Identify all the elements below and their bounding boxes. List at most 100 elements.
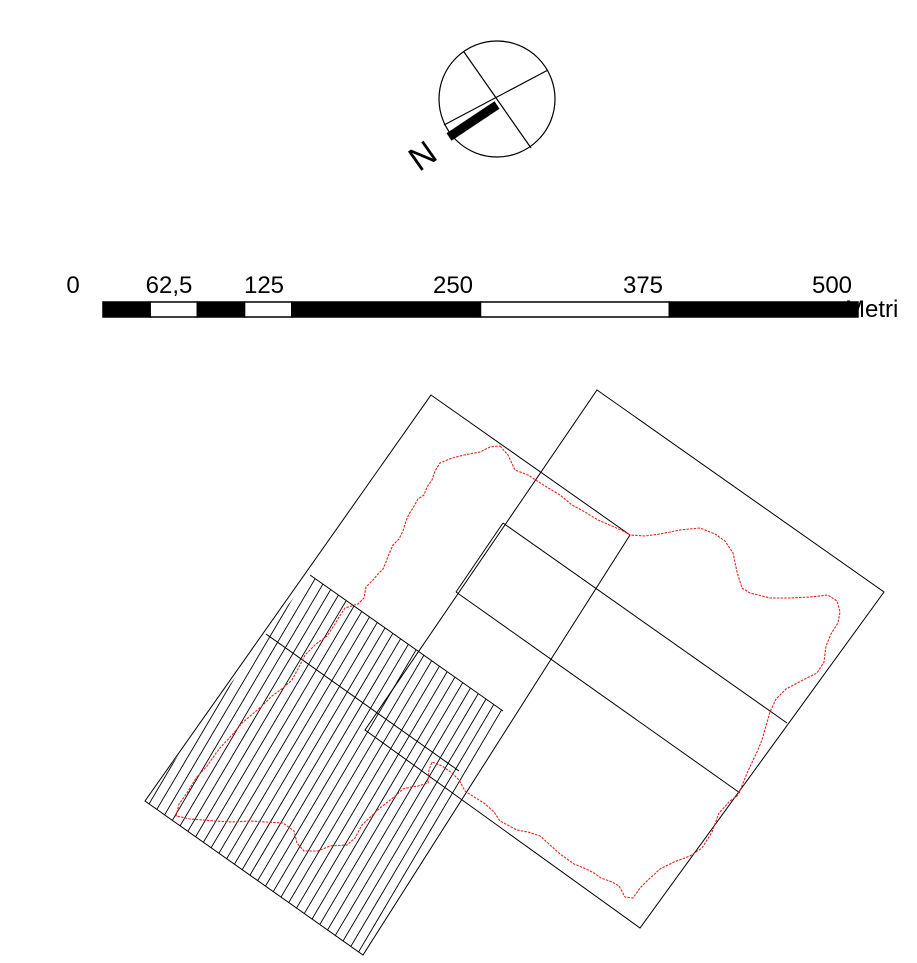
frame-right xyxy=(364,389,885,929)
hatch-line xyxy=(473,575,503,955)
hatch-line xyxy=(749,540,917,963)
hatch-line xyxy=(145,575,317,955)
scale-bar-segment xyxy=(291,301,482,318)
hatch-line xyxy=(242,575,503,955)
scale-bar-segment xyxy=(196,301,246,318)
scale-unit-label: Metri xyxy=(845,296,898,323)
hatch-line xyxy=(145,575,295,955)
hatch-line xyxy=(145,575,185,955)
scale-tick-label: 250 xyxy=(433,272,473,299)
hatch-line xyxy=(145,575,372,955)
hatch-line xyxy=(145,575,174,955)
hatch-line xyxy=(0,540,118,963)
hatch-line xyxy=(639,540,899,963)
hatch-line xyxy=(451,575,503,955)
grid-line xyxy=(265,633,460,772)
north-letter: N xyxy=(402,134,444,179)
hatch-line xyxy=(253,575,503,955)
hatch-line xyxy=(716,540,917,963)
hatch-line xyxy=(145,575,196,955)
hatch-line xyxy=(0,540,41,963)
hatch-line xyxy=(145,575,218,955)
scale-bar-segment xyxy=(479,301,670,318)
scale-bar-segment xyxy=(243,301,293,318)
hatch-line xyxy=(363,575,503,955)
hatch-line xyxy=(297,575,503,955)
hatch-line xyxy=(661,540,917,963)
hatch-line xyxy=(0,540,74,963)
scale-bar-segment xyxy=(149,301,199,318)
hatch-line xyxy=(145,575,229,955)
hatch-line xyxy=(374,575,503,955)
hatch-line xyxy=(705,540,917,963)
scale-tick-label: 62,5 xyxy=(146,272,193,299)
hatch-line xyxy=(319,575,503,955)
hatch-line xyxy=(385,575,503,955)
scale-bar-segments xyxy=(102,301,859,318)
parcel-boundary xyxy=(175,445,841,899)
scale-bar-segment xyxy=(102,301,151,318)
hatch-line xyxy=(145,575,339,955)
hatch-line xyxy=(429,575,503,955)
hatch-line xyxy=(738,540,917,963)
hatch-line xyxy=(187,575,449,955)
hatch-line xyxy=(145,575,350,955)
hatch-line xyxy=(507,540,767,963)
hatch-line xyxy=(145,575,273,955)
hatch-line xyxy=(495,575,503,955)
scale-tick-label: 125 xyxy=(244,272,284,299)
hatch-line xyxy=(683,540,917,963)
hatch-line xyxy=(145,575,405,955)
hatch-line xyxy=(0,540,52,963)
hatch-line xyxy=(145,575,394,955)
hatch-line xyxy=(628,540,888,963)
compass-line-b xyxy=(443,69,549,126)
hatch-line xyxy=(231,575,493,955)
hatched-parcel xyxy=(0,540,917,963)
hatch-line xyxy=(286,575,503,955)
hatch-line xyxy=(418,575,503,955)
hatch-line xyxy=(145,575,262,955)
hatch-line xyxy=(694,540,917,963)
scale-tick-label: 0 xyxy=(66,272,79,299)
hatch-line xyxy=(308,575,503,955)
hatch-line xyxy=(529,540,789,963)
frame-left xyxy=(144,394,631,956)
compass-line-a xyxy=(463,51,532,149)
hatch-line xyxy=(0,540,96,963)
hatch-line xyxy=(462,575,503,955)
north-arrow: N xyxy=(402,40,556,179)
hatch-line xyxy=(727,540,917,963)
hatch-line xyxy=(0,540,129,963)
hatch-line xyxy=(0,540,63,963)
hatch-line xyxy=(145,575,383,955)
hatch-line xyxy=(484,575,503,955)
scale-bar: 0 62,5 125 250 375 500 Metri xyxy=(66,272,898,323)
scale-tick-label: 375 xyxy=(623,272,663,299)
hatch-line xyxy=(0,540,107,963)
hatch-line xyxy=(145,575,251,955)
hatch-line xyxy=(407,575,503,955)
hatch-line xyxy=(672,540,917,963)
hatch-line xyxy=(275,575,503,955)
hatch-line xyxy=(606,540,866,963)
hatch-line xyxy=(330,575,503,955)
hatch-line xyxy=(145,575,284,955)
grid-line xyxy=(455,522,504,593)
sheet-frames xyxy=(144,389,885,956)
hatch-line xyxy=(145,575,240,955)
scale-bar-segment xyxy=(668,301,859,318)
grid-line xyxy=(502,522,788,724)
hatch-pattern xyxy=(0,540,917,963)
hatch-line xyxy=(165,575,427,955)
hatch-line xyxy=(341,575,503,955)
hatch-line xyxy=(0,540,85,963)
hatch-line xyxy=(573,540,833,963)
hatch-line xyxy=(198,575,460,955)
hatch-line xyxy=(650,540,910,963)
hatch-line xyxy=(440,575,503,955)
hatch-line xyxy=(145,575,328,955)
hatch-line xyxy=(518,540,778,963)
scale-tick-label: 500 xyxy=(812,272,852,299)
grid-line xyxy=(309,574,504,712)
